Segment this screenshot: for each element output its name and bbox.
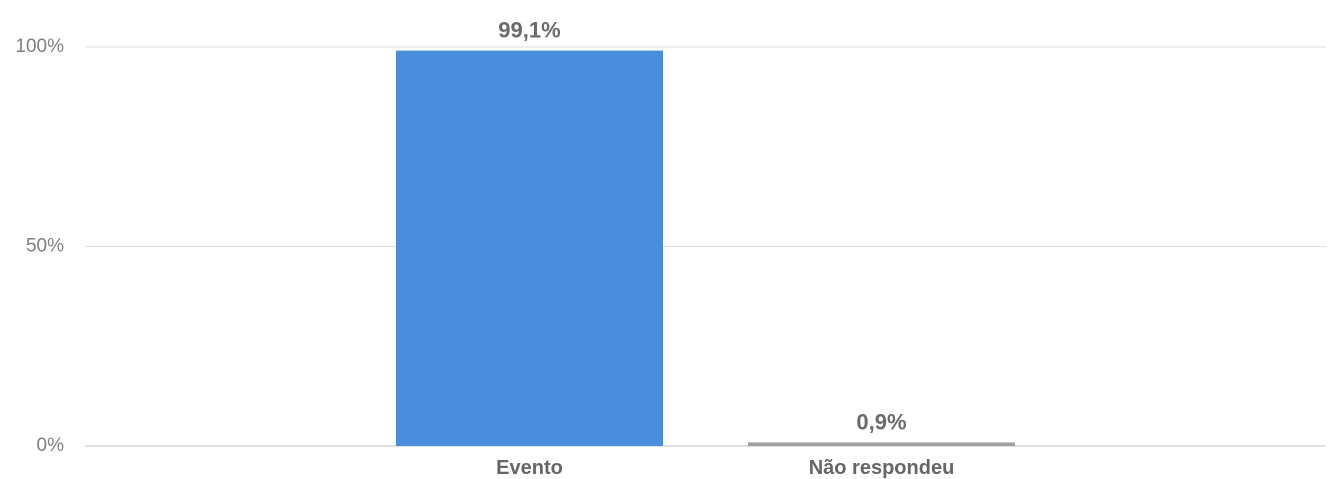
y-tick-label: 0% (37, 435, 65, 456)
category-label-1: Não respondeu (809, 457, 955, 479)
bar-0 (396, 50, 663, 446)
category-label-0: Evento (496, 457, 563, 479)
labels: 0% 50% 100% 99,1% Evento 0,9% Não respondeu (15, 18, 954, 479)
y-tick-label: 100% (15, 36, 64, 57)
gridlines (85, 46, 1326, 447)
bars (396, 50, 1015, 446)
data-label-1: 0,9% (856, 409, 906, 434)
bar-1 (748, 442, 1015, 446)
y-tick-label: 50% (26, 236, 64, 257)
data-label-0: 99,1% (498, 18, 560, 43)
